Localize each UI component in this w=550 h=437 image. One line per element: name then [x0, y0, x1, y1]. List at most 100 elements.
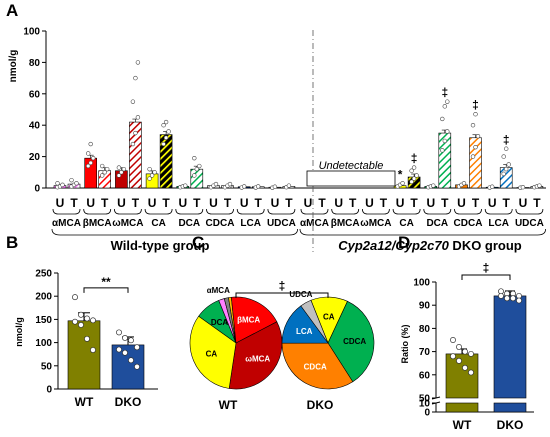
- panel-a-bar-label: U: [519, 196, 528, 210]
- panel-d-xtick-label: DKO: [497, 418, 524, 432]
- panel-a-point: [163, 135, 169, 140]
- panel-a-bracket: [175, 208, 204, 215]
- panel-c-slice-label: LCA: [296, 327, 313, 336]
- panel-a-bracket: [454, 208, 482, 215]
- panel-a-category-label: UDCA: [267, 218, 296, 229]
- panel-a-point: [440, 148, 445, 153]
- panel-c-slice-DKO-CDCA: [281, 342, 354, 390]
- panel-a-point: [520, 185, 526, 190]
- panel-a-point: [147, 176, 152, 181]
- panel-a-point: [445, 129, 450, 134]
- panel-d-point: [510, 295, 516, 302]
- panel-a-axes: 0 20 40 60 80 100: [23, 27, 546, 195]
- panel-a-point: [409, 168, 414, 173]
- panel-a-bar-label: T: [132, 196, 140, 210]
- panel-d-xtick-label: WT: [453, 418, 472, 432]
- panel-c-chart: DCA αMCA βMCA ωMCA CA WT CA CDCA CDCA LCA UDCA DKO ‡: [189, 279, 375, 412]
- panel-a-point: [192, 155, 197, 161]
- panel-a-bracket: [206, 208, 234, 215]
- panel-a-bar-label: T: [533, 196, 541, 210]
- panel-d-point: [468, 369, 474, 376]
- panel-a-point: [135, 115, 141, 120]
- panel-a-bar-label: T: [224, 196, 232, 210]
- panel-d-point: [516, 297, 522, 304]
- panel-a-point: [256, 184, 261, 189]
- panel-a-point: [88, 141, 93, 147]
- panel-a-point: [90, 155, 96, 161]
- panel-d-point: [504, 295, 510, 302]
- panel-a-point: [431, 183, 436, 188]
- panel-d-ytick-label: 70: [419, 347, 431, 358]
- panel-a-dagger: ‡: [472, 98, 479, 112]
- panel-a-ytick-label: 100: [23, 27, 40, 38]
- panel-a-bar-label: T: [318, 196, 326, 210]
- panel-a-bracket: [423, 208, 452, 215]
- panel-d-ytick-label: 10: [419, 399, 431, 410]
- panel-a-bracket: [114, 208, 142, 215]
- panel-a-bar-label: U: [488, 196, 497, 210]
- panel-a-bar-label: T: [349, 196, 357, 210]
- panel-a-point: [166, 129, 171, 134]
- panel-b-ytick-label: 50: [41, 361, 53, 372]
- panel-a-bracket: [236, 208, 265, 215]
- panel-a-bracket: [484, 208, 513, 215]
- panel-d-point: [450, 353, 456, 360]
- undetectable-box: [306, 170, 396, 187]
- panel-d-sig-bracket: [461, 274, 511, 281]
- panel-b-point: [84, 315, 90, 322]
- panel-b-plot: 0 50 100 150 200 250 WT DKO **: [35, 269, 158, 409]
- dko-group-title-suffix: DKO group: [449, 238, 522, 253]
- dko-group-title: Cyp2a12/Cyp2c70 DKO group: [338, 238, 522, 253]
- panel-d-ytick-label: 100: [413, 278, 430, 289]
- panel-a-category-label: LCA: [488, 218, 509, 229]
- panel-c-slice-label: βMCA: [237, 316, 260, 325]
- panel-a-category-label: LCA: [240, 218, 261, 229]
- panel-c-sig-bracket: [235, 292, 329, 298]
- panel-a-point: [440, 116, 445, 122]
- panel-a-point: [60, 182, 65, 188]
- panel-a-point: [501, 154, 506, 159]
- panel-b-point: [134, 344, 140, 351]
- panel-a-bar-label: U: [117, 196, 126, 210]
- panel-a-point: [121, 166, 127, 172]
- panel-a-bracket: [515, 208, 544, 215]
- panel-a-bar-label: T: [70, 196, 78, 210]
- dko-group-title-italic: Cyp2a12/Cyp2c70: [338, 238, 449, 253]
- panel-b-point: [72, 318, 78, 325]
- panel-a-point: [409, 179, 414, 184]
- panel-a-bar-label: T: [380, 196, 388, 210]
- panel-a-ytick-label: 60: [29, 89, 41, 100]
- panel-a-point: [470, 154, 476, 159]
- panel-b-xtick-label: WT: [75, 395, 94, 409]
- panel-a-point: [411, 176, 417, 181]
- panel-b-letter: B: [6, 233, 18, 252]
- panel-b-sig-bracket: [83, 287, 129, 293]
- panel-a-category-label: DCA: [178, 218, 200, 229]
- panel-a-bar-label: T: [441, 196, 449, 210]
- panel-c-slice-DKO-CDCA: [327, 300, 375, 383]
- undetectable-label: Undetectable: [319, 160, 384, 172]
- panel-a-bar-label: T: [472, 196, 480, 210]
- panel-c-slice-label: CDCA: [304, 362, 327, 371]
- panel-b-point: [90, 317, 96, 324]
- panel-a-ytick-label: 20: [29, 152, 41, 163]
- panel-a-bar-wt-CA-T: [159, 134, 173, 189]
- panel-a-point: [414, 173, 419, 178]
- panel-a-point: [183, 183, 188, 188]
- panel-c-slice-WT-CA: [189, 315, 237, 389]
- panel-d-ytick-label: 90: [419, 301, 431, 312]
- panel-a-point: [135, 60, 141, 65]
- panel-b-point: [134, 363, 140, 370]
- panel-b-chart: nmol/g 0 50 100 150 200 250 WT DKO **: [14, 269, 158, 409]
- panel-a-point: [85, 151, 91, 156]
- panel-a-category-label: βMCA: [331, 218, 360, 229]
- panel-b-ytick-label: 150: [35, 315, 52, 326]
- panel-a-point: [490, 184, 495, 189]
- panel-a-point: [116, 173, 122, 178]
- panel-b-point: [72, 294, 78, 301]
- panel-b-xtick-label: DKO: [115, 395, 142, 409]
- panel-d-bar-base-DKO: [493, 402, 527, 413]
- panel-a-point: [442, 138, 447, 144]
